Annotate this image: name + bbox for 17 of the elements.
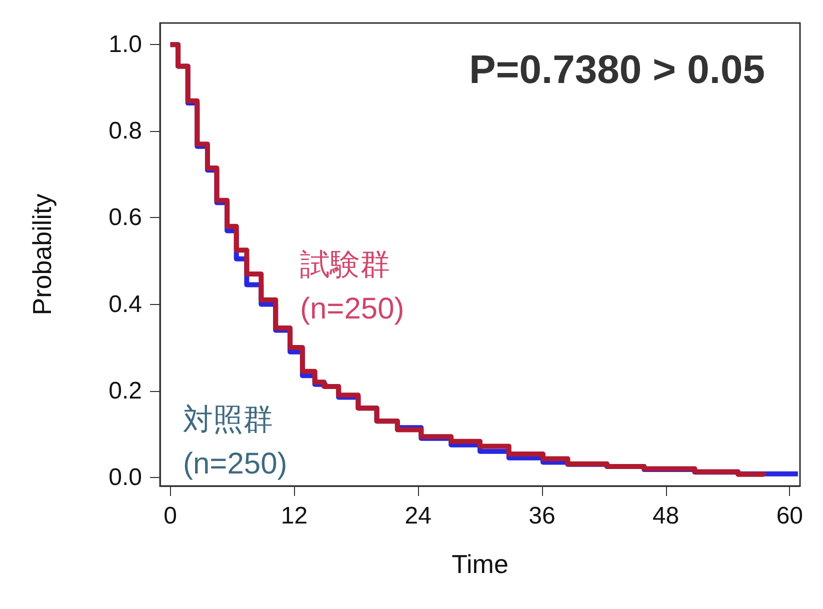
y-tick-label: 0.0 bbox=[108, 464, 142, 491]
y-tick-label: 0.4 bbox=[108, 290, 142, 318]
x-tick-label: 48 bbox=[652, 502, 680, 530]
x-tick-label: 12 bbox=[280, 502, 308, 530]
annotation: P=0.7380 > 0.05 bbox=[469, 48, 766, 92]
x-axis-title: Time bbox=[452, 549, 508, 579]
y-tick-label: 1.0 bbox=[108, 31, 142, 58]
y-tick-label: 0.6 bbox=[108, 204, 142, 232]
x-tick-label: 24 bbox=[404, 502, 432, 530]
x-tick-label: 0 bbox=[164, 502, 177, 530]
x-tick-label: 36 bbox=[528, 502, 556, 530]
x-tick-label: 60 bbox=[776, 502, 804, 530]
series-label: 試験群 (n=250) bbox=[300, 248, 404, 326]
y-tick-label: 0.2 bbox=[108, 377, 142, 404]
y-tick-label: 0.8 bbox=[108, 118, 142, 145]
y-axis-title: Probability bbox=[27, 194, 57, 316]
series-label: 対照群 (n=250) bbox=[183, 404, 288, 480]
